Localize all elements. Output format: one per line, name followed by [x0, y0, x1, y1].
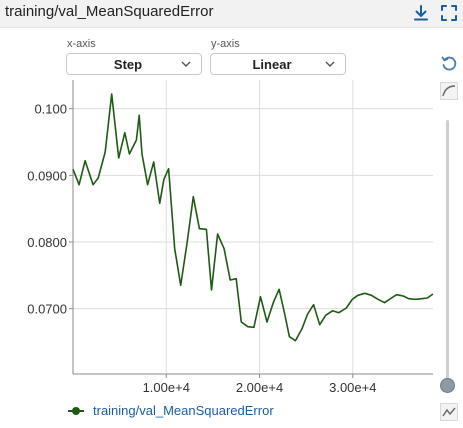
x-tick-label: 3.00e+4	[329, 380, 376, 395]
chevron-down-icon	[181, 61, 191, 67]
fullscreen-icon[interactable]	[439, 3, 459, 23]
yaxis-label: y-axis	[211, 38, 240, 50]
chart[interactable]: 0.0700 0.0800 0.0900 0.100 1.00e+4 2.00e+4 3.0…	[0, 78, 440, 400]
smoothing-slider-handle[interactable]	[440, 378, 455, 393]
x-tick-label: 1.00e+4	[143, 380, 190, 395]
xaxis-label: x-axis	[67, 38, 96, 50]
y-tick-label: 0.100	[34, 102, 67, 117]
yaxis-dropdown[interactable]: Linear	[210, 53, 346, 75]
yaxis-value: Linear	[252, 57, 292, 72]
smoothing-curve-icon[interactable]	[440, 82, 458, 100]
xaxis-value: Step	[113, 57, 143, 72]
download-icon[interactable]	[411, 3, 431, 23]
chevron-down-icon	[325, 61, 335, 67]
card-title: training/val_MeanSquaredError	[5, 3, 214, 20]
y-tick-label: 0.0700	[27, 302, 67, 317]
line-chart-icon[interactable]	[440, 403, 458, 421]
x-tick-label: 2.00e+4	[236, 380, 283, 395]
reset-zoom-icon[interactable]	[440, 55, 458, 73]
smoothing-slider-track[interactable]	[446, 120, 449, 382]
card-header: training/val_MeanSquaredError	[0, 0, 463, 28]
series-line	[72, 93, 434, 342]
xaxis-dropdown[interactable]: Step	[66, 53, 202, 75]
y-tick-label: 0.0900	[27, 168, 67, 183]
legend-label: training/val_MeanSquaredError	[93, 403, 274, 418]
y-tick-label: 0.0800	[27, 235, 67, 250]
legend-marker	[68, 407, 84, 415]
